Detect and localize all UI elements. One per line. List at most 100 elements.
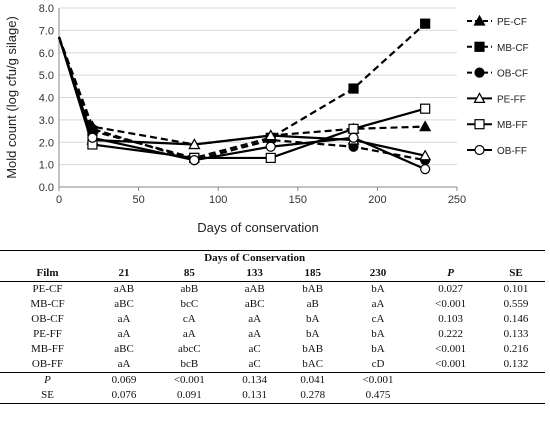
- point-pe-cf: [419, 120, 432, 132]
- table-cell: abcC: [178, 343, 201, 355]
- table-cell: MB-CF: [30, 298, 65, 310]
- table-row: PE-CF aAB abB aAB bAB bA 0.027 0.101: [0, 282, 545, 298]
- table-cell: bA: [305, 328, 320, 340]
- table-row: OB-FF aA bcB aC bAC cD <0.001 0.132: [0, 357, 545, 373]
- table-cell: aA: [117, 313, 131, 325]
- y-tick-label: 8.0: [39, 3, 54, 15]
- legend-label: PE-CF: [497, 17, 527, 28]
- table-cell: MB-FF: [30, 343, 65, 355]
- table-cell: aBC: [114, 298, 134, 310]
- point-mb-ff: [348, 123, 359, 134]
- table-cell: bA: [371, 328, 385, 340]
- legend-marker-mb-cf: [474, 41, 485, 52]
- column-header: 85: [153, 266, 226, 282]
- table-cell: 0.132: [503, 358, 529, 370]
- table-cell: P: [0, 372, 95, 388]
- table-cell: aC: [248, 358, 261, 370]
- table-cell: 0.101: [503, 283, 529, 295]
- table-cell: [414, 372, 487, 388]
- x-tick-label: 150: [289, 194, 307, 206]
- table-title-row: Days of Conservation: [0, 250, 545, 266]
- p-value-row: P 0.069 <0.001 0.134 0.041 <0.001: [0, 372, 545, 388]
- legend-marker-ob-ff: [474, 144, 485, 156]
- column-header: 185: [283, 266, 342, 282]
- legend-label: MB-FF: [497, 120, 528, 131]
- column-header: 230: [341, 266, 415, 282]
- y-tick-label: 2.0: [39, 137, 54, 149]
- table-cell: cD: [371, 358, 385, 370]
- column-header: Film: [0, 266, 95, 282]
- legend-marker-ob-cf: [474, 67, 485, 78]
- point-ob-ff: [265, 141, 276, 152]
- table-cell: [486, 388, 545, 404]
- series-line-ob-ff: [57, 36, 426, 171]
- table-cell: 0.559: [503, 298, 529, 310]
- table-row: MB-FF aBC abcC aC bAB bA <0.001 0.216: [0, 342, 545, 357]
- point-mb-ff: [265, 152, 276, 164]
- table-cell: aA: [248, 313, 262, 325]
- table-cell: <0.001: [435, 343, 467, 355]
- table-cell: 0.069: [95, 372, 154, 388]
- mold-count-line-chart: 0.0 1.0 2.0 3.0 4.0 5.0 6.0 7.0 8.0 0 50 100 150 200 2…: [4, 3, 529, 235]
- x-tick-label: 100: [209, 194, 227, 206]
- legend-marker-pe-ff: [473, 92, 486, 104]
- legend-item-mb-ff: MB-FF: [467, 119, 528, 131]
- legend-label: OB-CF: [497, 69, 528, 80]
- column-header: SE: [486, 266, 545, 282]
- x-tick-label: 0: [56, 194, 62, 206]
- column-header: 133: [225, 266, 284, 282]
- y-tick-label: 0.0: [39, 182, 54, 194]
- table-cell: aA: [117, 358, 131, 370]
- point-ob-ff: [420, 164, 431, 175]
- table-cell: aAB: [244, 283, 265, 295]
- table-cell: <0.001: [435, 358, 467, 370]
- table-cell: 0.041: [283, 372, 342, 388]
- table-title: Days of Conservation: [95, 250, 415, 266]
- table-cell: bcB: [180, 358, 199, 370]
- point-mb-cf: [348, 83, 359, 94]
- table-cell: 0.091: [153, 388, 226, 404]
- y-tick-label: 6.0: [39, 48, 54, 60]
- table-cell: aA: [182, 328, 196, 340]
- table-row: OB-CF aA cA aA bA cA 0.103 0.146: [0, 312, 545, 327]
- table-cell: bcC: [180, 298, 199, 310]
- table-cell: PE-FF: [33, 328, 62, 340]
- column-header: 21: [95, 266, 154, 282]
- table-cell: bAC: [302, 358, 324, 370]
- table-cell: bAB: [302, 283, 324, 295]
- legend-marker-mb-ff: [474, 119, 485, 130]
- table-cell: aA: [117, 328, 131, 340]
- table-cell: 0.131: [225, 388, 284, 404]
- point-ob-ff: [87, 132, 98, 143]
- table-cell: [486, 372, 545, 388]
- table-cell: aB: [306, 298, 319, 310]
- series-line-mb-cf: [57, 22, 426, 160]
- point-pe-ff: [264, 129, 277, 141]
- table-cell: 0.278: [283, 388, 342, 404]
- y-tick-label: 7.0: [39, 25, 54, 37]
- table-cell: 0.027: [438, 283, 463, 295]
- series-pe-cf: [57, 36, 432, 150]
- x-tick-label: 50: [132, 194, 144, 206]
- column-header: P: [414, 266, 487, 282]
- table-cell: SE: [0, 388, 95, 404]
- table-cell: cA: [371, 313, 385, 325]
- point-pe-ff: [188, 138, 201, 150]
- table-cell: 0.216: [503, 343, 529, 355]
- legend-item-ob-ff: OB-FF: [467, 144, 527, 157]
- table-cell: OB-CF: [31, 313, 64, 325]
- table-cell: 0.146: [503, 313, 529, 325]
- series-line-pe-ff: [57, 36, 426, 157]
- table-header-row: Film 21 85 133 185 230 P SE: [0, 266, 545, 282]
- table-row: MB-CF aBC bcC aBC aB aA <0.001 0.559: [0, 297, 545, 312]
- significance-table: Days of Conservation Film 21 85 133 185 230 P S…: [0, 250, 545, 404]
- series-ob-ff: [57, 36, 431, 175]
- table-cell: aC: [248, 343, 261, 355]
- x-tick-label: 200: [368, 194, 386, 206]
- table-cell: <0.001: [153, 372, 226, 388]
- legend-item-pe-ff: PE-FF: [467, 92, 526, 105]
- table-cell: <0.001: [435, 298, 467, 310]
- point-mb-ff: [420, 103, 431, 114]
- table-cell: 0.222: [438, 328, 463, 340]
- legend-label: MB-CF: [497, 43, 529, 54]
